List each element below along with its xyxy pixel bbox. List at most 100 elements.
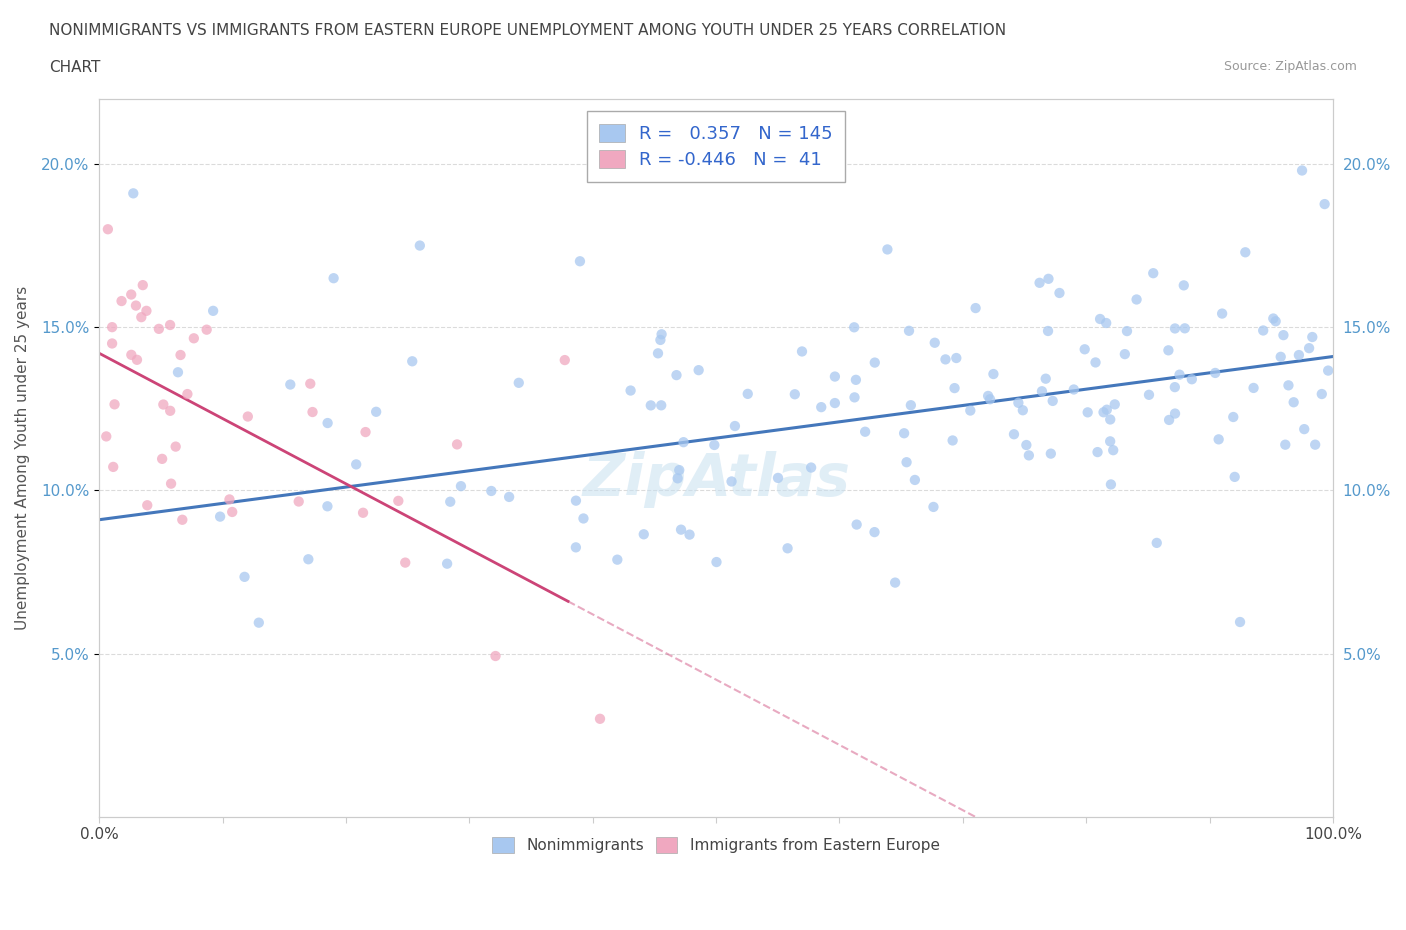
Point — [1007, 395, 1029, 410]
Point — [1310, 387, 1333, 402]
Point — [776, 541, 799, 556]
Point — [101, 336, 124, 351]
Point — [1084, 355, 1107, 370]
Point — [1125, 292, 1147, 307]
Point — [436, 556, 458, 571]
Point — [724, 418, 747, 433]
Point — [1095, 315, 1118, 330]
Point — [1018, 448, 1040, 463]
Point — [640, 398, 662, 413]
Point — [572, 511, 595, 525]
Point — [922, 499, 945, 514]
Text: NONIMMIGRANTS VS IMMIGRANTS FROM EASTERN EUROPE UNEMPLOYMENT AMONG YOUTH UNDER 2: NONIMMIGRANTS VS IMMIGRANTS FROM EASTERN… — [49, 23, 1007, 38]
Point — [148, 322, 170, 337]
Point — [863, 355, 886, 370]
Point — [1277, 378, 1299, 392]
Point — [896, 455, 918, 470]
Point — [766, 471, 789, 485]
Point — [484, 648, 506, 663]
Point — [1294, 421, 1316, 436]
Point — [167, 365, 190, 379]
Point — [1116, 324, 1139, 339]
Point — [1208, 432, 1230, 446]
Point — [354, 425, 377, 440]
Point — [498, 489, 520, 504]
Point — [1301, 329, 1323, 344]
Point — [668, 462, 690, 477]
Point — [983, 366, 1005, 381]
Point — [316, 498, 339, 513]
Point — [131, 310, 153, 325]
Point — [169, 348, 191, 363]
Point — [977, 389, 1000, 404]
Point — [195, 322, 218, 337]
Point — [1049, 286, 1071, 300]
Point — [568, 254, 591, 269]
Point — [979, 392, 1001, 406]
Point — [672, 434, 695, 449]
Point — [1146, 536, 1168, 551]
Point — [1303, 437, 1326, 452]
Point — [183, 331, 205, 346]
Point — [120, 348, 142, 363]
Point — [1028, 275, 1050, 290]
Point — [945, 351, 967, 365]
Point — [110, 294, 132, 309]
Point — [136, 498, 159, 512]
Point — [152, 397, 174, 412]
Point — [278, 377, 301, 392]
Point — [650, 398, 672, 413]
Point — [1104, 397, 1126, 412]
Point — [1272, 327, 1295, 342]
Point — [221, 505, 243, 520]
Point — [565, 540, 588, 555]
Point — [863, 525, 886, 539]
Point — [172, 512, 194, 527]
Point — [125, 299, 148, 313]
Point — [706, 554, 728, 569]
Legend: Nonimmigrants, Immigrants from Eastern Europe: Nonimmigrants, Immigrants from Eastern E… — [486, 831, 946, 859]
Point — [1164, 321, 1187, 336]
Point — [160, 476, 183, 491]
Point — [352, 505, 374, 520]
Point — [1038, 272, 1060, 286]
Point — [1099, 477, 1122, 492]
Point — [669, 523, 692, 538]
Point — [401, 353, 423, 368]
Point — [1164, 379, 1187, 394]
Point — [853, 424, 876, 439]
Point — [790, 344, 813, 359]
Point — [125, 352, 148, 367]
Point — [366, 405, 388, 419]
Point — [1036, 324, 1059, 339]
Point — [202, 303, 225, 318]
Text: ZipAtlas: ZipAtlas — [582, 451, 851, 508]
Point — [1142, 266, 1164, 281]
Point — [824, 395, 846, 410]
Point — [893, 426, 915, 441]
Point — [1157, 343, 1180, 358]
Point — [845, 517, 868, 532]
Point — [1031, 384, 1053, 399]
Point — [965, 300, 987, 315]
Point — [1035, 371, 1057, 386]
Point — [1137, 388, 1160, 403]
Point — [120, 287, 142, 302]
Point — [665, 367, 688, 382]
Point — [1015, 438, 1038, 453]
Point — [1102, 443, 1125, 458]
Point — [1270, 350, 1292, 365]
Point — [1288, 348, 1310, 363]
Point — [1164, 406, 1187, 421]
Point — [876, 242, 898, 257]
Point — [1039, 446, 1062, 461]
Point — [132, 278, 155, 293]
Point — [1282, 395, 1305, 410]
Point — [409, 238, 432, 253]
Point — [783, 387, 806, 402]
Point — [720, 474, 742, 489]
Point — [1263, 311, 1285, 325]
Point — [688, 363, 710, 378]
Point — [322, 271, 344, 286]
Point — [344, 457, 367, 472]
